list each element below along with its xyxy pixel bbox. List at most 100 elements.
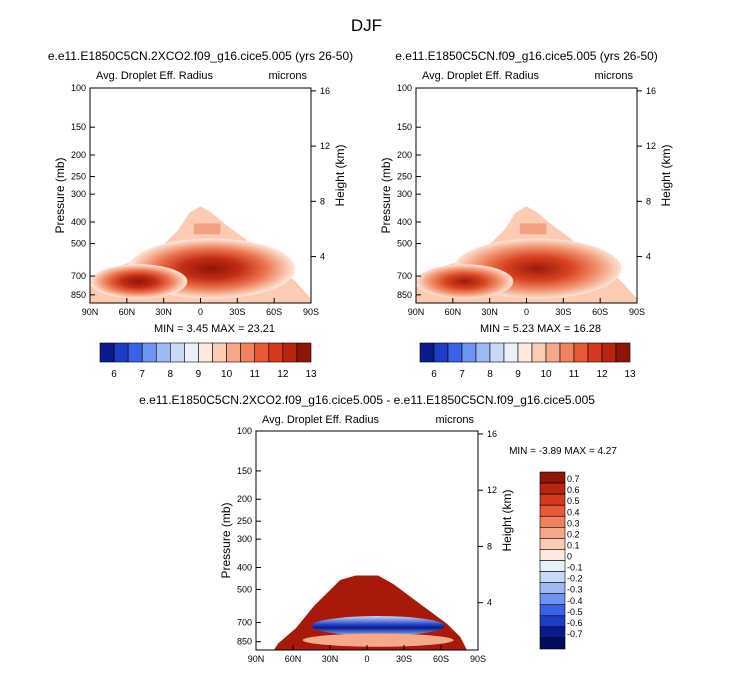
colorbar-tick-label: 8 — [487, 369, 493, 380]
colorbar-box — [447, 342, 463, 363]
panel-subtitle-left: Avg. Droplet Eff. Radius — [422, 70, 539, 82]
x-tick-label: 30S — [229, 307, 245, 317]
field-column — [193, 223, 221, 235]
colorbar-tick-label: 9 — [515, 369, 521, 380]
colorbar-tick-label: 7 — [139, 369, 145, 380]
x-tick-label: 30S — [555, 307, 571, 317]
colorbar-box — [198, 342, 213, 363]
colorbar-box — [433, 342, 449, 363]
x-tick-label: 0 — [524, 307, 529, 317]
colorbar-box — [539, 527, 566, 539]
field-core-north — [416, 264, 514, 299]
x-tick-label: 60N — [285, 654, 302, 664]
colorbar-box — [539, 560, 566, 572]
colorbar-box — [254, 342, 270, 363]
min-max-stats: MIN = 3.45 MAX = 23.21 — [154, 323, 275, 335]
field-column — [519, 223, 547, 235]
y-tick-label: 200 — [237, 494, 252, 504]
y-tick-label: 150 — [71, 122, 86, 132]
colorbar-box — [539, 471, 566, 484]
x-tick-label: 30N — [322, 654, 339, 664]
colorbar-box — [517, 342, 533, 363]
x-tick-label: 60S — [592, 307, 608, 317]
panel-3: e.e11.E1850C5CN.2XCO2.f09_g16.cice5.005 … — [139, 393, 617, 664]
colorbar-tick-label: 12 — [596, 369, 608, 380]
min-max-stats: MIN = 5.23 MAX = 16.28 — [480, 323, 601, 335]
y-tick-label: 400 — [397, 217, 412, 227]
colorbar-tick-label: 0.7 — [567, 474, 580, 484]
y2-tick-label: 16 — [487, 429, 497, 439]
colorbar-tick-label: -0.5 — [567, 607, 583, 617]
colorbar: 0.70.60.50.40.30.20.10-0.1-0.2-0.3-0.4-0… — [539, 471, 583, 650]
colorbar-box — [601, 342, 617, 363]
y2-tick-label: 12 — [320, 141, 330, 151]
y-tick-label: 300 — [397, 189, 412, 199]
x-tick-label: 90S — [303, 307, 319, 317]
colorbar-tick-label: 6 — [111, 369, 117, 380]
colorbar-box — [268, 342, 284, 363]
colorbar-box — [559, 342, 575, 363]
y-tick-label: 700 — [397, 271, 412, 281]
colorbar-box — [539, 493, 566, 506]
colorbar-box — [539, 593, 566, 606]
colorbar-tick-label: 0.3 — [567, 518, 580, 528]
colorbar-box — [539, 626, 566, 639]
panel-title: e.e11.E1850C5CN.f09_g16.cice5.005 (yrs 2… — [395, 49, 658, 63]
y-axis-label: Pressure (mb) — [379, 157, 393, 233]
y-tick-label: 150 — [397, 122, 412, 132]
colorbar-box — [539, 637, 566, 650]
colorbar-box — [489, 342, 505, 363]
colorbar-tick-label: -0.7 — [567, 629, 583, 639]
y2-tick-label: 8 — [646, 196, 651, 206]
colorbar-tick-label: 12 — [277, 369, 289, 380]
colorbar-tick-label: 6 — [431, 369, 437, 380]
field-negative-band — [311, 616, 445, 636]
colorbar-tick-label: 0.2 — [567, 529, 580, 539]
y-tick-label: 200 — [397, 150, 412, 160]
colorbar-box — [539, 549, 566, 561]
colorbar-box — [127, 342, 143, 363]
colorbar-tick-label: 8 — [168, 369, 174, 380]
x-tick-label: 60N — [119, 307, 136, 317]
colorbar-box — [240, 342, 256, 363]
colorbar-tick-label: -0.2 — [567, 574, 583, 584]
panel-2: e.e11.E1850C5CN.f09_g16.cice5.005 (yrs 2… — [379, 49, 673, 380]
colorbar-tick-label: 0 — [567, 552, 572, 562]
colorbar-tick-label: -0.6 — [567, 618, 583, 628]
colorbar-box — [461, 342, 477, 363]
x-tick-label: 90N — [248, 654, 265, 664]
colorbar-tick-label: 11 — [569, 369, 580, 380]
data-field — [273, 575, 467, 650]
colorbar-box — [141, 342, 157, 363]
colorbar-box — [282, 342, 298, 363]
x-tick-label: 90S — [470, 654, 486, 664]
colorbar-box — [587, 342, 603, 363]
y2-tick-label: 4 — [320, 252, 325, 262]
colorbar-box — [99, 342, 115, 363]
colorbar: 6 7 8 9 10 11 12 13 — [99, 342, 317, 380]
colorbar-box — [615, 342, 631, 363]
colorbar-box — [184, 342, 199, 363]
colorbar-box — [296, 342, 312, 363]
y-tick-label: 850 — [397, 290, 412, 300]
colorbar-tick-label: 7 — [459, 369, 465, 380]
y2-tick-label: 4 — [646, 252, 651, 262]
colorbar-box — [539, 515, 566, 528]
y2-tick-label: 4 — [487, 598, 492, 608]
x-tick-label: 60N — [445, 307, 462, 317]
panel-subtitle-right: microns — [594, 70, 633, 82]
colorbar-box — [475, 342, 491, 363]
data-field — [416, 206, 637, 303]
x-tick-label: 90S — [629, 307, 645, 317]
field-lower-band — [302, 633, 454, 647]
colorbar-box — [539, 604, 566, 617]
panel-subtitle-right: microns — [268, 70, 307, 82]
colorbar-tick-label: 10 — [221, 369, 233, 380]
panel-title: e.e11.E1850C5CN.2XCO2.f09_g16.cice5.005 … — [139, 393, 595, 407]
x-tick-label: 90N — [408, 307, 425, 317]
colorbar-tick-label: 0.4 — [567, 507, 580, 517]
colorbar-box — [419, 342, 435, 363]
y2-axis-label: Height (km) — [500, 489, 514, 551]
panel-subtitle-left: Avg. Droplet Eff. Radius — [262, 414, 379, 426]
